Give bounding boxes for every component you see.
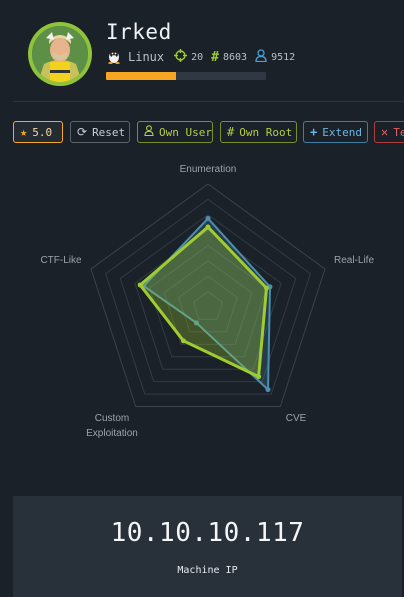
user-outline-icon (144, 125, 154, 139)
radar-point-1-4 (137, 282, 143, 288)
root-owns-value: 9512 (271, 51, 296, 63)
extend-label: Extend (322, 125, 362, 139)
machine-ip-panel: 10.10.10.117 Machine IP (13, 496, 402, 597)
machine-name: Irked (106, 20, 172, 44)
terminate-button[interactable]: ✕ Te (374, 121, 404, 143)
plus-icon: + (310, 125, 318, 139)
machine-header: Irked Linux 20 # (0, 0, 404, 102)
reset-icon: ⟳ (77, 125, 88, 139)
radar-grid-ring (192, 291, 224, 320)
points-value: 20 (191, 51, 204, 63)
terminate-label: Te (393, 125, 404, 139)
radar-grid-ring (148, 244, 268, 358)
radar-axis-label: Real-Life (334, 255, 374, 266)
radar-grid-ring (134, 229, 282, 370)
radar-series-0 (142, 217, 271, 391)
avatar-illustration (32, 26, 88, 82)
radar-grid-ring (90, 183, 326, 408)
header-divider (13, 101, 404, 102)
hashtag-icon: # (211, 49, 219, 65)
radar-grid-ring (119, 214, 297, 383)
radar-grid-ring (163, 260, 253, 345)
os-label: Linux (128, 50, 165, 64)
hashtag-icon: # (227, 125, 235, 139)
ip-address[interactable]: 10.10.10.117 (110, 518, 305, 548)
radar-point-0-0 (205, 215, 211, 221)
radar-point-1-3 (180, 338, 186, 344)
rating-value: 5.0 (32, 125, 53, 139)
own-user-button[interactable]: Own User (137, 121, 213, 143)
reset-label: Reset (92, 125, 126, 139)
radar-axis-label: CTF-Like (40, 255, 82, 266)
radar-series-1 (138, 225, 268, 379)
rating-button[interactable]: ★ 5.0 (13, 121, 63, 143)
own-root-label: Own Root (239, 125, 293, 139)
action-toolbar: ★ 5.0 ⟳ Reset Own User # Own Root + Exte… (13, 121, 404, 143)
radar-point-1-2 (256, 374, 262, 380)
radar-grid-ring (178, 275, 238, 333)
linux-icon (106, 48, 122, 67)
own-root-button[interactable]: # Own Root (220, 121, 297, 143)
machine-meta: Linux 20 # 8603 9512 (106, 48, 303, 66)
radar-axis-label: CVE (286, 413, 307, 424)
progress-fill (106, 72, 177, 80)
ip-label: Machine IP (177, 565, 238, 576)
user-icon (255, 49, 267, 65)
radar-axis-label: Custom Exploitation (86, 413, 138, 439)
radar-point-1-1 (263, 285, 269, 291)
close-icon: ✕ (381, 125, 389, 139)
radar-point-0-3 (193, 320, 199, 326)
reset-button[interactable]: ⟳ Reset (70, 121, 130, 143)
radar-chart: Enumeration Real-Life CVE Custom Exploitatio… (40, 164, 374, 439)
own-user-label: Own User (159, 125, 212, 139)
radar-point-0-2 (265, 387, 271, 393)
extend-button[interactable]: + Extend (303, 121, 368, 143)
star-icon: ★ (20, 125, 28, 139)
radar-grid-ring (105, 198, 311, 395)
user-owns-value: 8603 (223, 51, 248, 63)
crosshair-icon (174, 49, 188, 65)
progress-bar (106, 72, 266, 80)
machine-avatar (28, 22, 92, 86)
radar-axis-label: Enumeration (180, 164, 237, 175)
radar-point-1-0 (205, 224, 211, 230)
